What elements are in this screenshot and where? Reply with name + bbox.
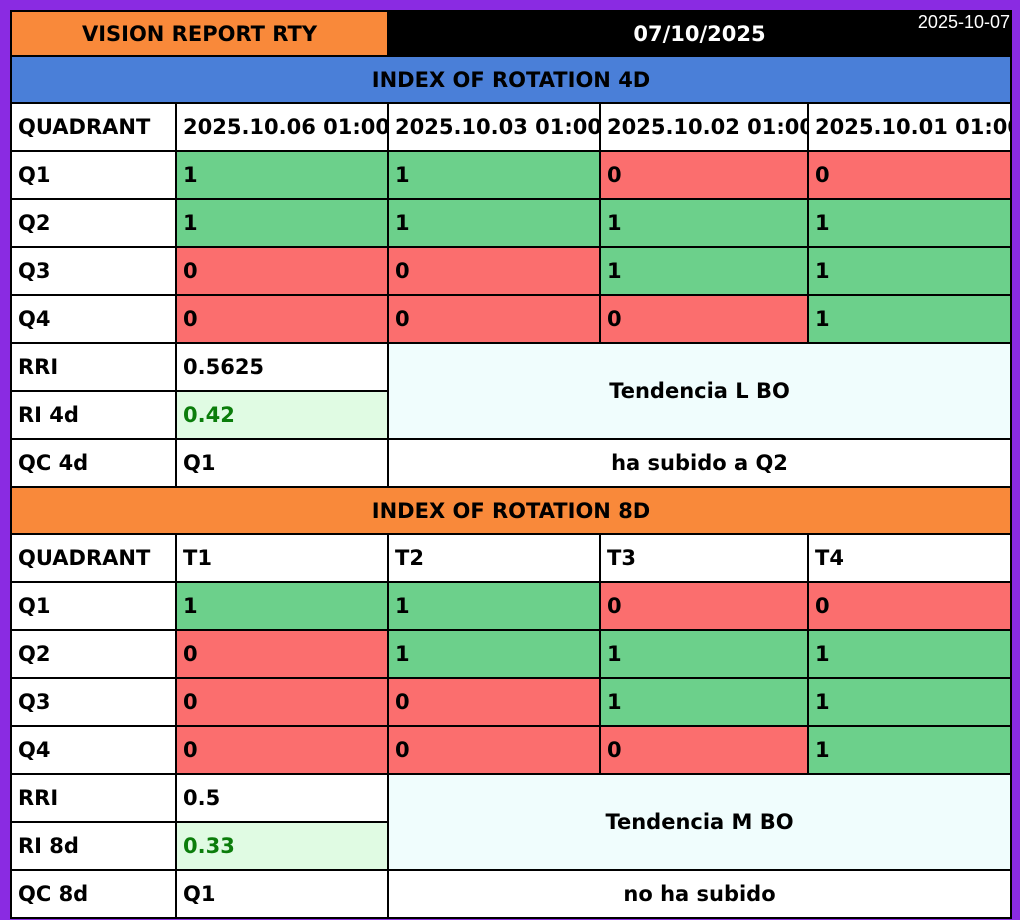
table-row: Q3 0 0 1 1 xyxy=(10,677,1013,727)
quadrant-cell: 0 xyxy=(599,150,809,200)
ri-row-4d: RI 4d 0.42 xyxy=(10,390,1011,440)
column-header: 2025.10.01 01:00 xyxy=(806,102,1013,152)
quadrant-cell: 1 xyxy=(806,198,1013,248)
rri-label: RRI xyxy=(10,342,177,392)
table-row: Q3 0 0 1 1 xyxy=(10,246,1013,296)
row-label: Q4 xyxy=(10,294,177,344)
quadrant-cell: 0 xyxy=(175,677,389,727)
trend-note: Tendencia L BO xyxy=(386,342,1013,440)
quadrant-cell: 1 xyxy=(806,629,1013,679)
qc-note: no ha subido xyxy=(386,869,1013,919)
quadrant-cell: 0 xyxy=(387,294,601,344)
section-4d-title: INDEX OF ROTATION 4D xyxy=(9,55,1013,104)
ri-row-8d: RI 8d 0.33 xyxy=(10,821,1011,871)
quadrant-cell: 0 xyxy=(175,294,389,344)
quadrant-cell: 0 xyxy=(387,246,601,296)
table-row: Q1 1 1 0 0 xyxy=(10,150,1013,200)
column-header: 2025.10.03 01:00 xyxy=(387,102,601,152)
quadrant-cell: 1 xyxy=(175,150,389,200)
report-date: 07/10/2025 xyxy=(386,10,1013,57)
qc-note: ha subido a Q2 xyxy=(386,438,1013,488)
quadrant-cell: 0 xyxy=(387,677,601,727)
header-row-8d: QUADRANT T1 T2 T3 T4 xyxy=(10,533,1013,583)
rri-row-4d: RRI 0.5625 Tendencia L BO xyxy=(10,342,1013,440)
quadrant-cell: 1 xyxy=(806,677,1013,727)
report-table: VISION REPORT RTY 07/10/2025 INDEX OF RO… xyxy=(9,10,1013,919)
quadrant-cell: 0 xyxy=(387,725,601,775)
section-8d-title: INDEX OF ROTATION 8D xyxy=(9,486,1013,535)
quadrant-cell: 0 xyxy=(806,150,1013,200)
table-row: Q4 0 0 0 1 xyxy=(10,725,1013,775)
row-label: Q1 xyxy=(10,581,177,631)
qc-value: Q1 xyxy=(175,869,389,919)
rri-row-8d: RRI 0.5 Tendencia M BO xyxy=(10,773,1013,871)
quadrant-cell: 0 xyxy=(175,629,389,679)
quadrant-cell: 1 xyxy=(806,294,1013,344)
quadrant-cell: 0 xyxy=(599,294,809,344)
column-header: T4 xyxy=(806,533,1013,583)
quadrant-cell: 1 xyxy=(387,198,601,248)
section-8d-title-row: INDEX OF ROTATION 8D xyxy=(9,486,1013,535)
quadrant-cell: 1 xyxy=(175,581,389,631)
column-header: T3 xyxy=(599,533,809,583)
column-header: 2025.10.06 01:00 xyxy=(175,102,389,152)
quadrant-cell: 0 xyxy=(599,725,809,775)
quadrant-cell: 0 xyxy=(806,581,1013,631)
row-label: Q3 xyxy=(10,677,177,727)
quadrant-cell: 1 xyxy=(175,198,389,248)
column-header: T1 xyxy=(175,533,389,583)
ri-label: RI 8d xyxy=(10,821,177,871)
qc-value: Q1 xyxy=(175,438,389,488)
qc-label: QC 8d xyxy=(10,869,177,919)
section-8d-body: QUADRANT T1 T2 T3 T4 Q1 1 1 0 0 Q2 0 1 1 1 Q3 0 0 1 1 Q4 0 0 0 1… xyxy=(10,533,1013,919)
header-row-4d: QUADRANT 2025.10.06 01:00 2025.10.03 01:00… xyxy=(10,102,1013,152)
qc-row-8d: QC 8d Q1 no ha subido xyxy=(10,869,1013,919)
quadrant-cell: 1 xyxy=(599,246,809,296)
column-header: 2025.10.02 01:00 xyxy=(599,102,809,152)
ri-value: 0.33 xyxy=(175,821,389,871)
quadrant-cell: 1 xyxy=(599,198,809,248)
quadrant-cell: 1 xyxy=(387,150,601,200)
quadrant-cell: 1 xyxy=(387,581,601,631)
table-row: Q4 0 0 0 1 xyxy=(10,294,1013,344)
quadrant-header: QUADRANT xyxy=(10,102,177,152)
report-frame: VISION REPORT RTY 07/10/2025 INDEX OF RO… xyxy=(9,10,1013,919)
rri-label: RRI xyxy=(10,773,177,823)
trend-note: Tendencia M BO xyxy=(386,773,1013,871)
quadrant-cell: 1 xyxy=(806,725,1013,775)
column-header: T2 xyxy=(387,533,601,583)
table-row: Q1 1 1 0 0 xyxy=(10,581,1013,631)
quadrant-cell: 0 xyxy=(175,725,389,775)
ri-value: 0.42 xyxy=(175,390,389,440)
table-row: Q2 1 1 1 1 xyxy=(10,198,1013,248)
rri-value: 0.5625 xyxy=(175,342,389,392)
ri-label: RI 4d xyxy=(10,390,177,440)
report-title: VISION REPORT RTY xyxy=(10,10,389,57)
row-label: Q3 xyxy=(10,246,177,296)
qc-row-4d: QC 4d Q1 ha subido a Q2 xyxy=(10,438,1013,488)
row-label: Q2 xyxy=(10,198,177,248)
row-label: Q4 xyxy=(10,725,177,775)
date-stamp: 2025-10-07 xyxy=(917,12,1010,32)
row-label: Q2 xyxy=(10,629,177,679)
section-4d-title-row: INDEX OF ROTATION 4D xyxy=(9,55,1013,104)
report-header-row: VISION REPORT RTY 07/10/2025 xyxy=(10,10,1013,57)
rri-value: 0.5 xyxy=(175,773,389,823)
quadrant-cell: 0 xyxy=(175,246,389,296)
quadrant-cell: 1 xyxy=(387,629,601,679)
row-label: Q1 xyxy=(10,150,177,200)
quadrant-cell: 1 xyxy=(599,629,809,679)
section-4d-body: QUADRANT 2025.10.06 01:00 2025.10.03 01:00… xyxy=(10,102,1013,488)
quadrant-cell: 0 xyxy=(599,581,809,631)
quadrant-cell: 1 xyxy=(806,246,1013,296)
qc-label: QC 4d xyxy=(10,438,177,488)
quadrant-header: QUADRANT xyxy=(10,533,177,583)
table-row: Q2 0 1 1 1 xyxy=(10,629,1013,679)
quadrant-cell: 1 xyxy=(599,677,809,727)
